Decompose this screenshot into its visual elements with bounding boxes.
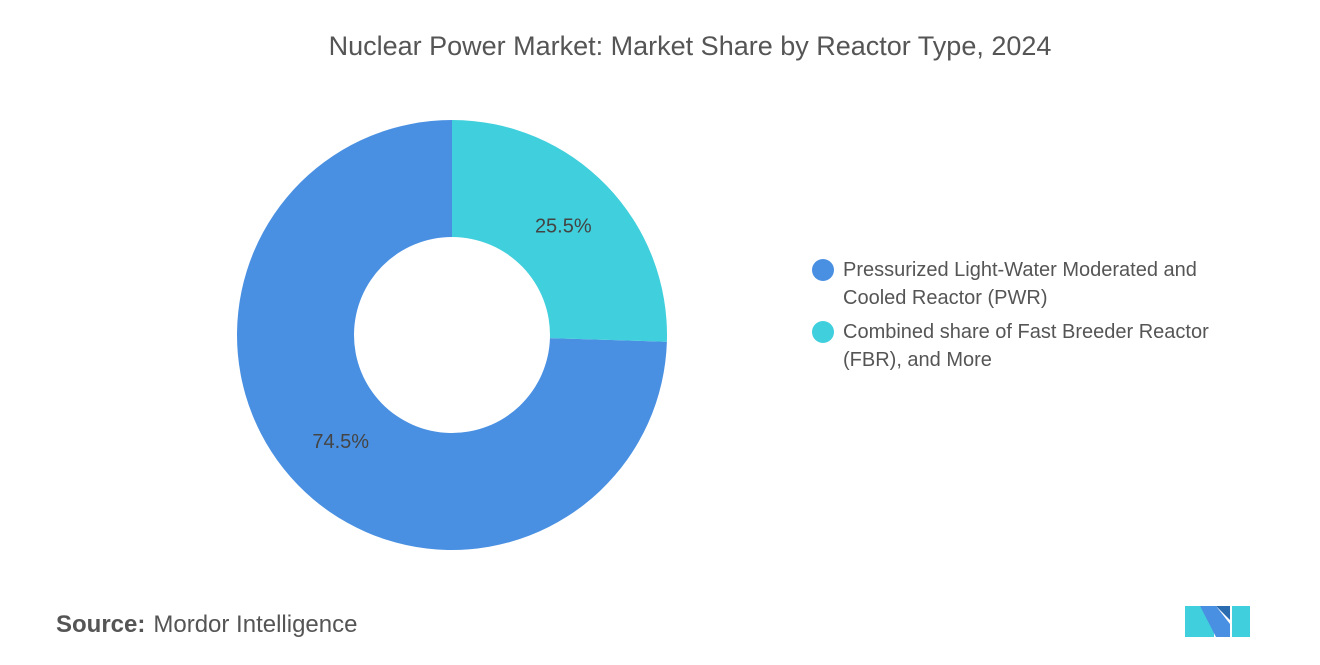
data-label: 25.5%	[535, 215, 592, 237]
legend-swatch	[812, 321, 834, 343]
data-label: 74.5%	[312, 431, 369, 453]
source-text: Mordor Intelligence	[153, 611, 358, 638]
slice	[452, 120, 667, 342]
legend-label: Pressurized Light-Water Moderated and Co…	[843, 259, 1197, 309]
logo	[1185, 606, 1250, 637]
legend-item: Pressurized Light-Water Moderated and Co…	[812, 256, 1252, 312]
legend-item: Combined share of Fast Breeder Reactor (…	[812, 318, 1252, 374]
source: Source: Mordor Intelligence	[56, 611, 357, 639]
legend-label: Combined share of Fast Breeder Reactor (…	[843, 321, 1209, 371]
legend-swatch	[812, 259, 834, 281]
chart-title: Nuclear Power Market: Market Share by Re…	[329, 31, 1052, 61]
slice	[236, 120, 667, 550]
source-label: Source:	[56, 611, 146, 638]
